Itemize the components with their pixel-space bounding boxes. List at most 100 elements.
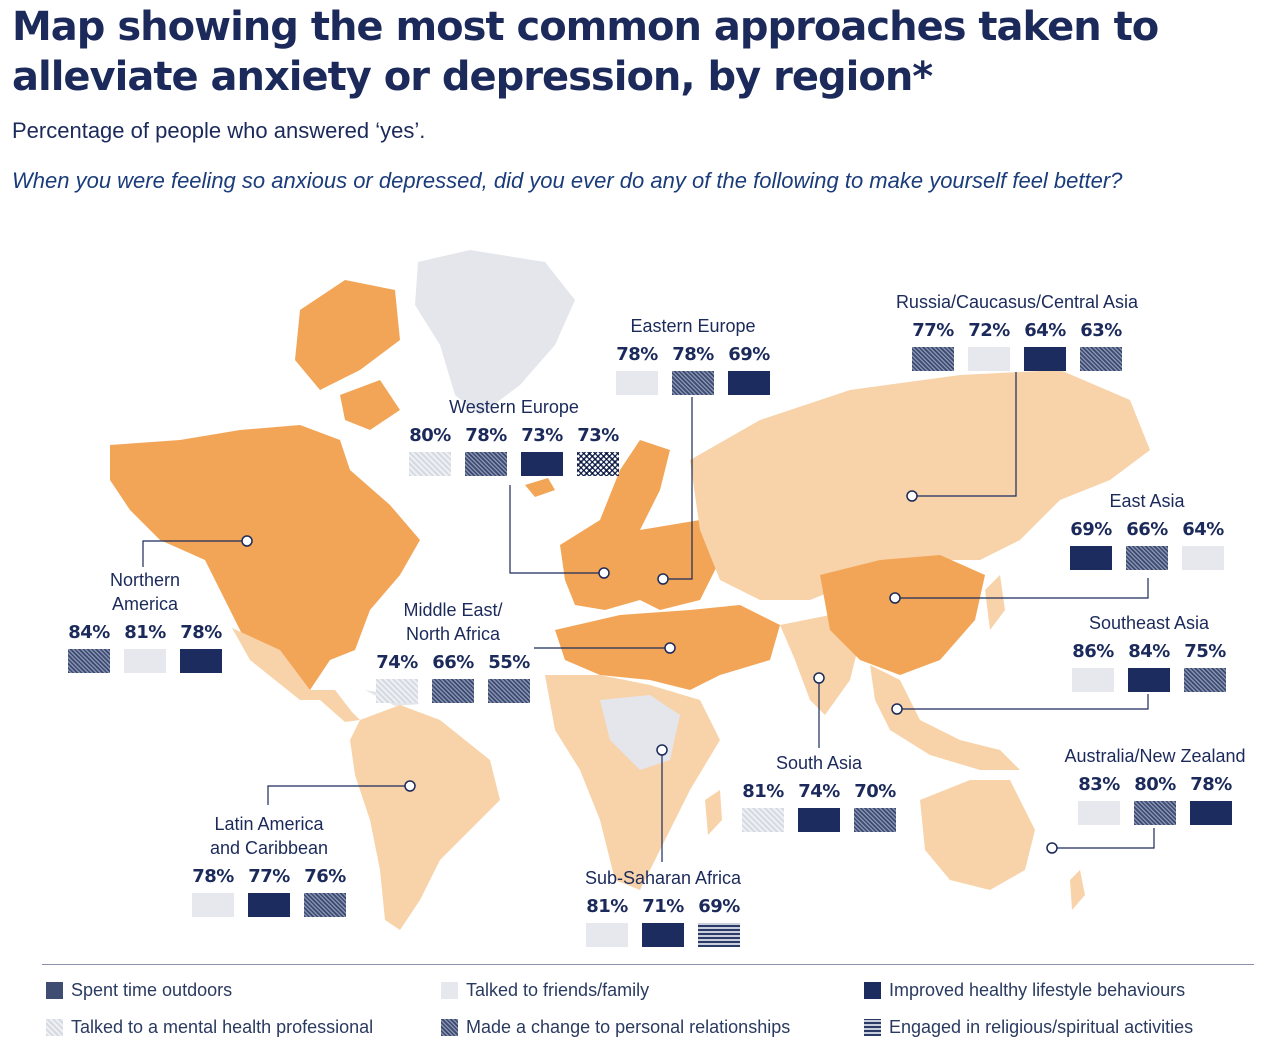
value-swatch-healthy xyxy=(728,371,770,395)
region-name: South Asia xyxy=(775,753,863,773)
region-name: and Caribbean xyxy=(209,838,329,858)
value-cell: 77% xyxy=(247,866,291,917)
value-cell: 80% xyxy=(408,425,452,476)
value-cell: 64% xyxy=(1023,320,1067,371)
value-percent: 78% xyxy=(1190,774,1232,795)
value-percent: 81% xyxy=(742,781,784,802)
leader-east-asia xyxy=(895,578,1149,599)
value-swatch-mental xyxy=(376,679,418,703)
arctic-islands xyxy=(295,280,400,390)
value-cell: 75% xyxy=(1183,641,1227,692)
greenland xyxy=(415,250,575,415)
value-percent: 81% xyxy=(586,896,628,917)
value-cell: 74% xyxy=(797,781,841,832)
value-swatch-friends xyxy=(124,649,166,673)
value-percent: 83% xyxy=(1078,774,1120,795)
central-america-land xyxy=(232,628,360,722)
value-percent: 71% xyxy=(642,896,684,917)
marker-south-asia xyxy=(813,672,825,684)
region-values: 78% 78% 69% xyxy=(608,344,778,395)
survey-question: When you were feeling so anxious or depr… xyxy=(12,168,1123,193)
value-cell: 74% xyxy=(375,652,419,703)
value-cell: 83% xyxy=(1077,774,1121,825)
value-swatch-zigzag xyxy=(577,452,619,476)
value-percent: 64% xyxy=(1182,519,1224,540)
value-cell: 76% xyxy=(303,866,347,917)
value-percent: 78% xyxy=(192,866,234,887)
region-east-asia: East Asia 69% 66% 64% xyxy=(1062,489,1232,570)
region-name: Southeast Asia xyxy=(1088,613,1210,633)
value-swatch-relation xyxy=(912,347,954,371)
value-swatch-relation xyxy=(68,649,110,673)
value-cell: 81% xyxy=(741,781,785,832)
leader-latin-america xyxy=(267,785,410,805)
value-cell: 71% xyxy=(641,896,685,947)
legend-item-religious: Engaged in religious/spiritual activitie… xyxy=(864,1017,1193,1038)
value-percent: 70% xyxy=(854,781,896,802)
value-swatch-relation xyxy=(672,371,714,395)
value-swatch-healthy xyxy=(798,808,840,832)
region-name: Eastern Europe xyxy=(630,316,756,336)
value-cell: 78% xyxy=(464,425,508,476)
japan xyxy=(985,575,1005,630)
value-swatch-friends xyxy=(586,923,628,947)
value-percent: 76% xyxy=(304,866,346,887)
value-swatch-friends xyxy=(616,371,658,395)
value-cell: 86% xyxy=(1071,641,1115,692)
legend-item-healthy: Improved healthy lifestyle behaviours xyxy=(864,980,1185,1001)
legend-swatch xyxy=(864,1019,881,1036)
value-percent: 81% xyxy=(124,622,166,643)
value-cell: 70% xyxy=(853,781,897,832)
marker-east-asia xyxy=(889,592,901,604)
region-mena: Middle East/ North Africa 74% 66% 55% xyxy=(368,598,538,703)
region-values: 83% 80% 78% xyxy=(1050,774,1260,825)
value-cell: 81% xyxy=(585,896,629,947)
region-name: Russia/Caucasus/Central Asia xyxy=(895,292,1139,312)
legend-swatch xyxy=(46,1019,63,1036)
value-cell: 55% xyxy=(487,652,531,703)
value-percent: 75% xyxy=(1184,641,1226,662)
value-swatch-mental xyxy=(409,452,451,476)
region-name: Northern xyxy=(109,570,181,590)
value-percent: 66% xyxy=(432,652,474,673)
new-zealand xyxy=(1070,870,1085,910)
value-swatch-friends xyxy=(968,347,1010,371)
region-name: Middle East/ xyxy=(403,600,503,620)
value-swatch-friends xyxy=(1078,801,1120,825)
value-percent: 69% xyxy=(728,344,770,365)
southeast-asia-land xyxy=(870,665,1020,770)
marker-latin-america xyxy=(404,780,416,792)
value-swatch-healthy xyxy=(1128,668,1170,692)
value-swatch-healthy xyxy=(642,923,684,947)
value-percent: 78% xyxy=(616,344,658,365)
region-western-europe: Western Europe 80% 78% 73% 73% xyxy=(400,395,628,476)
value-cell: 73% xyxy=(576,425,620,476)
value-percent: 77% xyxy=(912,320,954,341)
value-swatch-relation xyxy=(854,808,896,832)
value-cell: 78% xyxy=(191,866,235,917)
value-cell: 73% xyxy=(520,425,564,476)
region-russia: Russia/Caucasus/Central Asia 77% 72% 64% 63… xyxy=(872,290,1162,371)
legend-label: Talked to a mental health professional xyxy=(71,1017,374,1037)
value-percent: 69% xyxy=(698,896,740,917)
value-swatch-friends xyxy=(192,893,234,917)
value-swatch-relation xyxy=(488,679,530,703)
iceland xyxy=(525,478,555,497)
marker-southeast-asia xyxy=(891,703,903,715)
legend-item-outdoors: Spent time outdoors xyxy=(46,980,232,1001)
value-cell: 72% xyxy=(967,320,1011,371)
region-values: 81% 71% 69% xyxy=(568,896,758,947)
value-cell: 77% xyxy=(911,320,955,371)
region-values: 80% 78% 73% 73% xyxy=(400,425,628,476)
marker-mena xyxy=(664,642,676,654)
value-percent: 74% xyxy=(798,781,840,802)
value-cell: 78% xyxy=(615,344,659,395)
value-percent: 80% xyxy=(1134,774,1176,795)
value-swatch-relation xyxy=(465,452,507,476)
region-name: Australia/New Zealand xyxy=(1064,746,1246,766)
value-cell: 64% xyxy=(1181,519,1225,570)
legend-label: Talked to friends/family xyxy=(466,980,650,1000)
value-cell: 78% xyxy=(1189,774,1233,825)
marker-ssa xyxy=(656,744,668,756)
